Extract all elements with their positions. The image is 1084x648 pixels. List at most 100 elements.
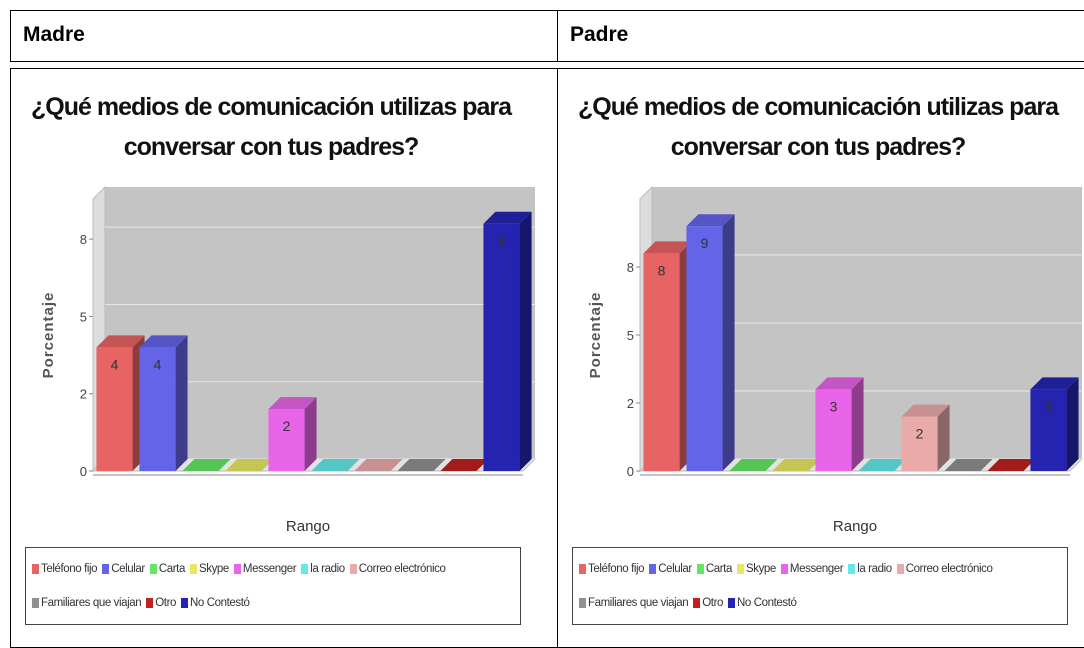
- data-label: 4: [154, 356, 162, 372]
- bar-top: [1030, 377, 1079, 390]
- legend-label: la radio: [310, 563, 345, 575]
- legend-item: Carta: [149, 563, 186, 575]
- legend-label: Otro: [155, 597, 177, 609]
- data-label: 2: [283, 418, 291, 434]
- y-tick-label: 8: [80, 232, 87, 247]
- legend-item: Correo electrónico: [349, 563, 446, 575]
- legend-label: Skype: [745, 563, 776, 575]
- legend-label: Carta: [158, 563, 186, 575]
- chart-title: ¿Qué medios de comunicación utilizas par…: [31, 93, 512, 161]
- bar-top: [483, 211, 532, 224]
- header-text: Padre: [570, 23, 629, 46]
- legend-label: la radio: [857, 563, 892, 575]
- legend-item: Messenger: [233, 563, 297, 575]
- bar-top: [901, 404, 950, 417]
- bar-side: [175, 335, 188, 471]
- legend-item: Skype: [736, 563, 776, 575]
- bar: [1030, 389, 1067, 471]
- bar-top: [686, 214, 735, 227]
- legend-item: Carta: [696, 563, 733, 575]
- legend-swatch: [728, 598, 736, 608]
- header-cell: Padre: [557, 10, 1084, 62]
- legend-swatch: [349, 564, 357, 574]
- data-label: 8: [658, 262, 666, 278]
- bar-top: [643, 241, 692, 254]
- legend-swatch: [102, 564, 110, 574]
- legend-label: Celular: [658, 563, 692, 575]
- y-tick-label: 8: [627, 260, 634, 275]
- chart-cell: ¿Qué medios de comunicación utilizas par…: [557, 68, 1084, 648]
- legend-swatch: [736, 564, 744, 574]
- chart-title: ¿Qué medios de comunicación utilizas par…: [578, 93, 1059, 161]
- bar-top: [182, 459, 231, 471]
- bar: [686, 226, 723, 471]
- legend-label: Familiares que viajan: [41, 597, 142, 609]
- bar: [901, 416, 938, 471]
- legend-item: Teléfono fijo: [32, 563, 98, 575]
- bar-side: [937, 404, 950, 471]
- legend-swatch: [693, 598, 701, 608]
- legend-swatch: [696, 564, 704, 574]
- bar-top: [268, 397, 317, 410]
- legend-label: Correo electrónico: [905, 563, 993, 575]
- legend-label: No Contestó: [737, 597, 797, 609]
- legend-swatch: [780, 564, 788, 574]
- legend-item: Familiares que viajan: [579, 597, 689, 609]
- data-label: 9: [701, 235, 709, 251]
- legend-item: Teléfono fijo: [579, 563, 645, 575]
- legend-swatch: [32, 598, 39, 608]
- legend-label: Teléfono fijo: [41, 563, 98, 575]
- y-tick-label: 5: [80, 309, 87, 324]
- legend-item: Otro: [146, 597, 176, 609]
- legend-swatch: [149, 564, 157, 574]
- legend-item: la radio: [301, 563, 345, 575]
- bar-side: [1066, 377, 1079, 471]
- legend-swatch: [579, 564, 586, 574]
- bar-top: [96, 335, 145, 348]
- y-tick-label: 2: [80, 387, 87, 402]
- bar-side: [304, 397, 317, 471]
- data-label: 8: [498, 233, 506, 249]
- bar-top: [225, 459, 274, 471]
- legend-item: Skype: [189, 563, 229, 575]
- legend-label: Otro: [702, 597, 724, 609]
- legend-item: No Contestó: [728, 597, 797, 609]
- legend-item: Familiares que viajan: [32, 597, 142, 609]
- legend-label: Carta: [705, 563, 733, 575]
- bar-top: [139, 335, 188, 348]
- y-tick-label: 0: [80, 464, 87, 479]
- legend-swatch: [32, 564, 39, 574]
- legend-label: Correo electrónico: [358, 563, 446, 575]
- bar-side: [519, 211, 532, 471]
- x-axis-label: Rango: [833, 518, 877, 535]
- bar-side: [722, 214, 735, 471]
- y-tick-label: 5: [627, 328, 634, 343]
- legend-swatch: [649, 564, 657, 574]
- y-axis-label: Porcentaje: [40, 292, 57, 379]
- y-tick-label: 2: [627, 396, 634, 411]
- legend-item: Otro: [693, 597, 723, 609]
- y-axis-label: Porcentaje: [587, 292, 604, 379]
- data-label: 3: [830, 398, 838, 414]
- legend-label: Familiares que viajan: [588, 597, 689, 609]
- bar-side: [851, 377, 864, 471]
- data-label: 4: [111, 356, 119, 372]
- bar: [815, 389, 852, 471]
- legend-label: No Contestó: [190, 597, 250, 609]
- header-text: Madre: [23, 23, 85, 46]
- legend-item: Celular: [102, 563, 145, 575]
- y-tick-label: 0: [627, 464, 634, 479]
- legend: Teléfono fijo Celular Carta Skype Messenger l…: [572, 547, 1068, 625]
- bar-top: [987, 459, 1036, 471]
- legend-label: Skype: [198, 563, 229, 575]
- legend-label: Teléfono fijo: [588, 563, 645, 575]
- legend: Teléfono fijo Celular Carta Skype Messenger l…: [25, 547, 521, 625]
- data-label: 3: [1045, 398, 1053, 414]
- header-cell: Madre: [10, 10, 558, 62]
- data-label: 2: [916, 426, 924, 442]
- x-axis-label: Rango: [286, 518, 330, 535]
- bar-top: [858, 459, 907, 471]
- bar: [268, 409, 305, 471]
- bar-top: [397, 459, 446, 471]
